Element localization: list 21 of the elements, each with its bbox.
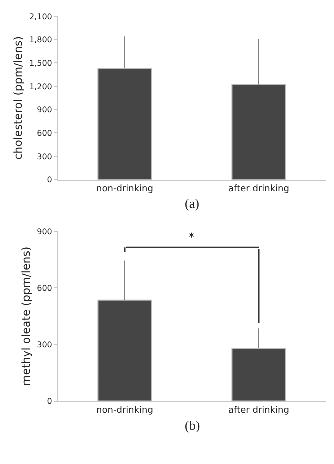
y-tick-label: 900 — [37, 106, 52, 115]
y-tick-label: 2,100 — [29, 12, 52, 22]
x-tick-label: after drinking — [228, 184, 290, 195]
y-tick-label: 600 — [37, 284, 52, 293]
y-tick-label: 300 — [37, 152, 52, 162]
y-tick-label: 600 — [37, 128, 52, 138]
x-tick-label: non-drinking — [96, 406, 154, 416]
y-tick-label: 0 — [47, 397, 52, 406]
y-axis-title: methyl oleate (ppm/lens) — [20, 246, 33, 386]
y-tick-label: 1,200 — [29, 82, 52, 92]
text: (b) — [185, 418, 200, 433]
annotation: * — [189, 231, 195, 244]
y-axis-title: cholesterol (ppm/lens) — [12, 36, 26, 160]
text: (a) — [185, 196, 200, 211]
x-tick-label: non-drinking — [96, 184, 154, 195]
y-tick-label: 900 — [37, 227, 52, 236]
x-tick-label: after drinking — [228, 406, 290, 416]
y-tick-label: 0 — [47, 176, 52, 185]
y-tick-label: 300 — [37, 340, 52, 350]
y-tick-label: 1,500 — [29, 58, 52, 68]
y-tick-label: 1,800 — [29, 36, 52, 45]
